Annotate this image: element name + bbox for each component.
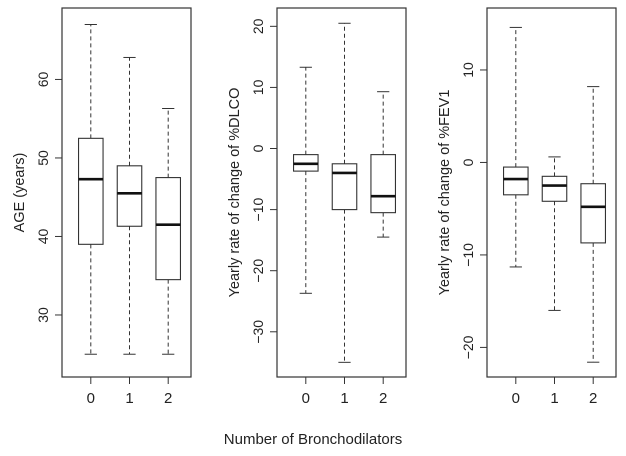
- box-iqr: [156, 178, 181, 280]
- box-iqr: [581, 184, 606, 243]
- y-tick-label: 50: [35, 150, 51, 166]
- y-tick-label: 0: [250, 144, 266, 152]
- y-tick-label: 10: [250, 79, 266, 95]
- y-tick-label: −30: [250, 320, 266, 344]
- x-axis-label: Number of Bronchodilators: [224, 431, 402, 448]
- x-tick-label: 0: [302, 390, 310, 407]
- box-iqr: [332, 164, 357, 210]
- x-tick-label: 0: [87, 390, 95, 407]
- box-iqr: [542, 176, 567, 201]
- box-iqr: [371, 155, 396, 213]
- x-tick-label: 2: [379, 390, 387, 407]
- box-iqr: [504, 167, 529, 195]
- y-tick-label: −10: [250, 198, 266, 222]
- y-axis-title: Yearly rate of change of %DLCO: [227, 88, 243, 298]
- y-axis-title: Yearly rate of change of %FEV1: [437, 90, 453, 296]
- y-tick-label: 40: [35, 228, 51, 244]
- x-tick-label: 1: [125, 390, 133, 407]
- y-tick-label: 20: [250, 18, 266, 34]
- box-iqr: [117, 166, 142, 226]
- y-tick-label: −20: [250, 259, 266, 283]
- x-tick-label: 2: [164, 390, 172, 407]
- y-tick-label: 60: [35, 71, 51, 87]
- x-tick-label: 1: [340, 390, 348, 407]
- x-tick-label: 1: [550, 390, 558, 407]
- y-tick-label: −20: [460, 335, 476, 359]
- y-axis-title: AGE (years): [12, 153, 28, 233]
- panel-1: 30 40 50 60 AGE (years) 0 1 2: [12, 8, 191, 407]
- y-tick-label: 0: [460, 158, 476, 166]
- box-iqr: [79, 138, 104, 244]
- y-tick-label: 10: [460, 62, 476, 78]
- x-tick-label: 2: [589, 390, 597, 407]
- y-tick-label: −10: [460, 243, 476, 267]
- x-tick-label: 0: [512, 390, 520, 407]
- y-tick-label: 30: [35, 307, 51, 323]
- panel-3: −20 −10 0 10 Yearly rate of change of %FEV1 0…: [437, 8, 616, 407]
